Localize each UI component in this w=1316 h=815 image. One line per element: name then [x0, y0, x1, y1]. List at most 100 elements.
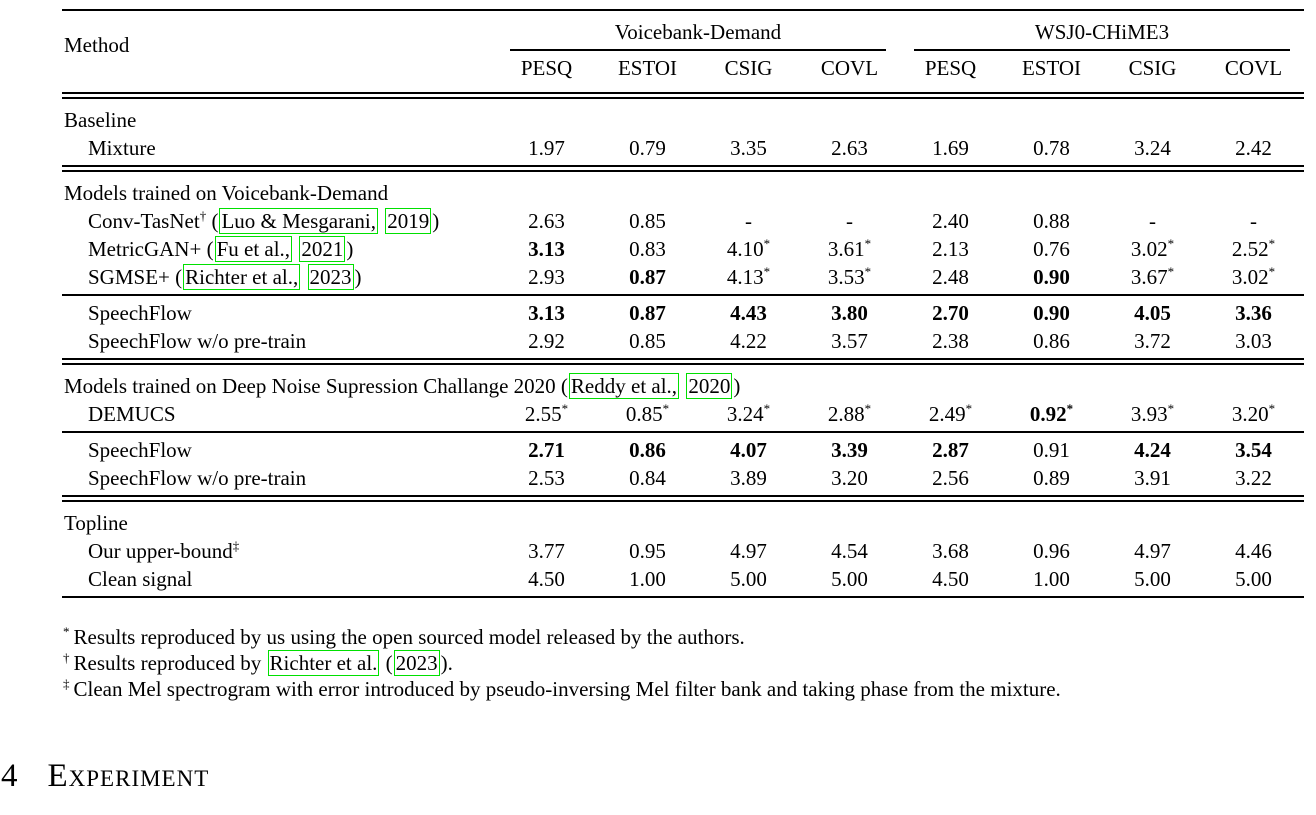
table-row: SpeechFlow w/o pre-train 2.92 0.85 4.22 3.57… — [62, 327, 1304, 355]
text-fragment — [293, 237, 298, 261]
rule-row — [62, 355, 1304, 368]
asterisk-marker: * — [561, 401, 569, 416]
value-cell: 0.87 — [629, 301, 666, 325]
citation-link[interactable]: 2023 — [307, 264, 354, 290]
value-cell: 3.20 — [831, 466, 868, 490]
group-header-row: Method Voicebank-Demand WSJ0-CHiME3 — [62, 14, 1304, 57]
value-cell: 2.92 — [528, 329, 565, 353]
asterisk-marker: * — [1167, 236, 1175, 251]
horizontal-rule — [62, 92, 1304, 99]
value-cell: 3.02* — [1130, 236, 1175, 261]
section-label: Topline — [62, 505, 1304, 537]
value-cell: 2.38 — [932, 329, 969, 353]
asterisk-marker: * — [864, 264, 872, 279]
method-cell: Mixture — [62, 134, 496, 162]
method-column-header: Method — [64, 32, 130, 57]
section-row: Models trained on Voicebank-Demand — [62, 175, 1304, 207]
superscript-marker: ‡ — [232, 538, 240, 553]
method-cell: SpeechFlow w/o pre-train — [62, 327, 496, 355]
rule-row — [62, 428, 1304, 436]
section-label: Models trained on Voicebank-Demand — [62, 175, 1304, 207]
value-cell: 3.36 — [1235, 301, 1272, 325]
value-cell: 2.87 — [932, 438, 969, 462]
citation-link[interactable]: 2023 — [393, 650, 440, 676]
text-fragment: SpeechFlow — [88, 301, 192, 325]
group-label: Voicebank-Demand — [510, 19, 886, 51]
table-row: SpeechFlow 3.13 0.87 4.43 3.80 2.70 0.90 4.05 3.… — [62, 299, 1304, 327]
citation-link[interactable]: 2020 — [686, 373, 733, 399]
value-cell: 2.93 — [528, 265, 565, 289]
text-fragment: SpeechFlow — [88, 438, 192, 462]
value-cell: 4.07 — [730, 438, 767, 462]
citation-link[interactable]: 2019 — [385, 208, 432, 234]
method-cell: SGMSE+ (Richter et al., 2023) — [62, 263, 496, 291]
method-cell: Clean signal — [62, 565, 496, 593]
text-fragment: Our upper-bound — [88, 539, 233, 563]
metric-header-covl: COVL — [1224, 56, 1283, 80]
table-row: Our upper-bound‡ 3.77 0.95 4.97 4.54 3.68 0.96… — [62, 537, 1304, 565]
citation-link[interactable]: Richter et al., — [183, 264, 301, 290]
horizontal-rule — [62, 431, 1304, 433]
results-table-container: Method Voicebank-Demand WSJ0-CHiME3 PESQ… — [62, 6, 1304, 601]
text-fragment — [379, 209, 384, 233]
text-fragment: Mixture — [88, 136, 156, 160]
value-cell: 5.00 — [1235, 567, 1272, 591]
value-cell: 2.71 — [528, 438, 565, 462]
value-cell: 3.93* — [1130, 401, 1175, 426]
section-title: Experiment — [47, 758, 210, 794]
text-fragment — [680, 374, 685, 398]
citation-link[interactable]: 2021 — [299, 236, 346, 262]
value-cell: - — [745, 209, 752, 233]
method-cell: SpeechFlow — [62, 436, 496, 464]
section-row: Models trained on Deep Noise Supression … — [62, 368, 1304, 400]
value-cell: 0.76 — [1033, 237, 1070, 261]
asterisk-marker: * — [965, 401, 973, 416]
citation-link[interactable]: Richter et al. — [267, 650, 380, 676]
rule-row — [62, 162, 1304, 175]
asterisk-marker: * — [1167, 264, 1175, 279]
text-fragment: Results reproduced by — [73, 651, 267, 675]
value-cell: 2.56 — [932, 466, 969, 490]
text-fragment: ). — [440, 651, 453, 675]
citation-link[interactable]: Luo & Mesgarani, — [219, 208, 378, 234]
value-cell: 3.13 — [528, 237, 565, 261]
text-fragment: Models trained on Deep Noise Supression … — [64, 374, 568, 398]
group-label: WSJ0-CHiME3 — [914, 19, 1290, 51]
value-cell: 3.68 — [932, 539, 969, 563]
value-cell: 4.10* — [726, 236, 771, 261]
value-cell: 4.97 — [730, 539, 767, 563]
text-fragment: ) — [733, 374, 741, 398]
value-cell: 2.13 — [932, 237, 969, 261]
value-cell: 3.57 — [831, 329, 868, 353]
text-fragment: ) — [354, 265, 362, 289]
value-cell: 3.91 — [1134, 466, 1171, 490]
value-cell: 4.97 — [1134, 539, 1171, 563]
section-heading: 4 Experiment — [1, 758, 209, 795]
value-cell: 4.43 — [730, 301, 767, 325]
value-cell: - — [846, 209, 853, 233]
value-cell: 0.79 — [629, 136, 666, 160]
table-row: SGMSE+ (Richter et al., 2023) 2.93 0.87 4.1… — [62, 263, 1304, 291]
horizontal-rule — [62, 294, 1304, 296]
value-cell: 3.24 — [1134, 136, 1171, 160]
value-cell: 4.50 — [528, 567, 565, 591]
metric-header-csig: CSIG — [1128, 56, 1177, 80]
section-row: Topline — [62, 505, 1304, 537]
footnotes: * Results reproduced by us using the open… — [63, 624, 1311, 702]
citation-link[interactable]: Reddy et al., — [568, 373, 680, 399]
text-fragment — [301, 265, 306, 289]
value-cell: 0.86 — [629, 438, 666, 462]
metric-header-pesq: PESQ — [924, 56, 977, 80]
group-header-voicebank-demand: Voicebank-Demand — [496, 14, 900, 51]
text-fragment: ) — [346, 237, 354, 261]
value-cell: 2.40 — [932, 209, 969, 233]
top-rule — [62, 6, 1304, 14]
text-fragment: DEMUCS — [88, 402, 176, 426]
value-cell: 0.96 — [1033, 539, 1070, 563]
asterisk-marker: * — [763, 264, 771, 279]
text-fragment: SpeechFlow w/o pre-train — [88, 329, 307, 353]
citation-link[interactable]: Fu et al., — [214, 236, 293, 262]
table-row: SpeechFlow w/o pre-train 2.53 0.84 3.89 3.20… — [62, 464, 1304, 492]
method-cell: MetricGAN+ (Fu et al., 2021) — [62, 235, 496, 263]
